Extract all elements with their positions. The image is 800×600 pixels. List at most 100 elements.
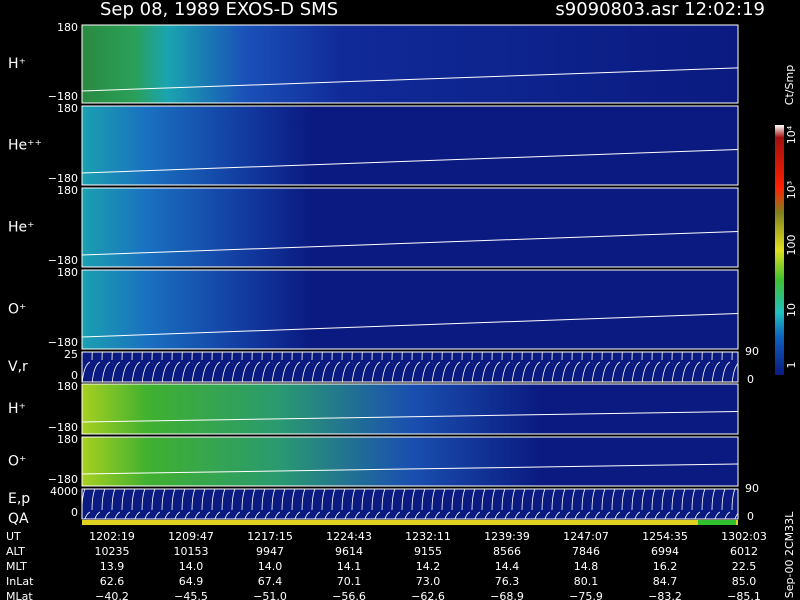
- panel-bottom-label: −180: [48, 254, 78, 267]
- ephemeris-value: 1239:39: [484, 530, 530, 543]
- panel-frame: [81, 24, 739, 104]
- ephemeris-value: 10153: [174, 545, 209, 558]
- panel-bottom-label: −180: [48, 336, 78, 349]
- panel-bottom-label: −180: [48, 473, 78, 486]
- panel-frame: [81, 105, 739, 186]
- right-bottom-label: 0: [747, 510, 754, 523]
- trace-line: [81, 67, 739, 92]
- ephemeris-value: 76.3: [495, 575, 520, 588]
- ephemeris-value: −56.6: [332, 590, 366, 600]
- ephemeris-value: 6994: [651, 545, 679, 558]
- panel-top-label: 180: [57, 380, 78, 393]
- ephemeris-value: 1202:19: [89, 530, 135, 543]
- panel-label: QA: [8, 511, 29, 527]
- ephemeris-value: −51.0: [253, 590, 287, 600]
- ephemeris-value: 7846: [572, 545, 600, 558]
- ephemeris-value: 6012: [730, 545, 758, 558]
- right-top-label: 90: [745, 482, 759, 495]
- ephemeris-value: 14.2: [416, 560, 441, 573]
- panel-top-label: 25: [64, 348, 78, 361]
- ephemeris-value: 9155: [414, 545, 442, 558]
- panel-label: O⁺: [8, 302, 26, 318]
- spectrogram: [82, 188, 738, 267]
- ephemeris-label: ALT: [6, 545, 25, 558]
- ephemeris-value: 13.9: [100, 560, 125, 573]
- ephemeris-value: 64.9: [179, 575, 204, 588]
- ephemeris-value: 1247:07: [563, 530, 609, 543]
- panel-label: He⁺: [8, 220, 35, 236]
- panel-label: E,p: [8, 491, 30, 507]
- panel-top-label: 180: [57, 184, 78, 197]
- trace-line: [81, 312, 739, 338]
- panel-frame: [81, 351, 739, 383]
- panel-label: H⁺: [8, 56, 26, 72]
- colorbar-label: 100: [785, 235, 798, 256]
- spectrogram: [82, 489, 738, 519]
- panel-frame: [81, 383, 739, 435]
- ephemeris-value: 84.7: [653, 575, 678, 588]
- panel-label: V,r: [8, 359, 28, 375]
- ephemeris-value: 14.0: [179, 560, 204, 573]
- qa-bar: [82, 520, 738, 525]
- ephemeris-value: 62.6: [100, 575, 125, 588]
- panel-frame: [81, 269, 739, 350]
- ephemeris-value: 9614: [335, 545, 363, 558]
- panel-bottom-label: −180: [48, 90, 78, 103]
- trace-line: [81, 411, 739, 423]
- ephemeris-value: −85.1: [727, 590, 761, 600]
- ephemeris-value: 85.0: [732, 575, 757, 588]
- panel-top-label: 180: [57, 266, 78, 279]
- colorbar-title: Ct/Smp: [783, 65, 796, 105]
- ephemeris-label: UT: [6, 530, 21, 543]
- panel-top-label: 4000: [50, 485, 78, 498]
- colorbar-label: 10³: [785, 181, 798, 199]
- colorbar-label: 10⁴: [785, 125, 798, 144]
- ephemeris-value: 8566: [493, 545, 521, 558]
- panel-label: He⁺⁺: [8, 138, 42, 154]
- panel-frame: [81, 436, 739, 487]
- ephemeris-value: 1224:43: [326, 530, 372, 543]
- spectrogram: [82, 384, 738, 434]
- ephemeris-label: MLT: [6, 560, 27, 573]
- ephemeris-value: 14.8: [574, 560, 599, 573]
- ephemeris-value: 73.0: [416, 575, 441, 588]
- ephemeris-value: 14.4: [495, 560, 520, 573]
- panel-top-label: 180: [57, 433, 78, 446]
- ephemeris-value: 67.4: [258, 575, 283, 588]
- ephemeris-value: 16.2: [653, 560, 678, 573]
- ephemeris-value: 1217:15: [247, 530, 293, 543]
- panel-bottom-label: −180: [48, 172, 78, 185]
- ephemeris-value: 1209:47: [168, 530, 214, 543]
- ephemeris-value: 22.5: [732, 560, 757, 573]
- ephemeris-value: 14.1: [337, 560, 362, 573]
- panel-bottom-label: 0: [71, 369, 78, 382]
- colorbar: [775, 125, 784, 375]
- ephemeris-label: MLat: [6, 590, 33, 600]
- panel-label: H⁺: [8, 401, 26, 417]
- right-bottom-label: 0: [747, 373, 754, 386]
- ephemeris-value: −62.6: [411, 590, 445, 600]
- ephemeris-value: 1254:35: [642, 530, 688, 543]
- colorbar-label: 10: [785, 303, 798, 317]
- ephemeris-value: 9947: [256, 545, 284, 558]
- ephemeris-value: 1232:11: [405, 530, 451, 543]
- ephemeris-value: −75.9: [569, 590, 603, 600]
- ephemeris-value: 14.0: [258, 560, 283, 573]
- ephemeris-value: 10235: [95, 545, 130, 558]
- spectrogram: [82, 437, 738, 486]
- qa-bar-end: [698, 520, 736, 525]
- panel-label: O⁺: [8, 454, 26, 470]
- footer-id: Sep-00 2CM33L: [783, 511, 796, 598]
- trace-line: [81, 148, 739, 174]
- ephemeris-value: 70.1: [337, 575, 362, 588]
- file-id: s9090803.asr 12:02:19: [555, 0, 765, 20]
- spectrogram: [82, 25, 738, 103]
- ephemeris-value: 1302:03: [721, 530, 767, 543]
- panel-top-label: 180: [57, 102, 78, 115]
- ephemeris-value: −45.5: [174, 590, 208, 600]
- colorbar-label: 1: [785, 362, 798, 369]
- spectrogram: [82, 270, 738, 349]
- ephemeris-value: −83.2: [648, 590, 682, 600]
- spectrogram: [82, 352, 738, 382]
